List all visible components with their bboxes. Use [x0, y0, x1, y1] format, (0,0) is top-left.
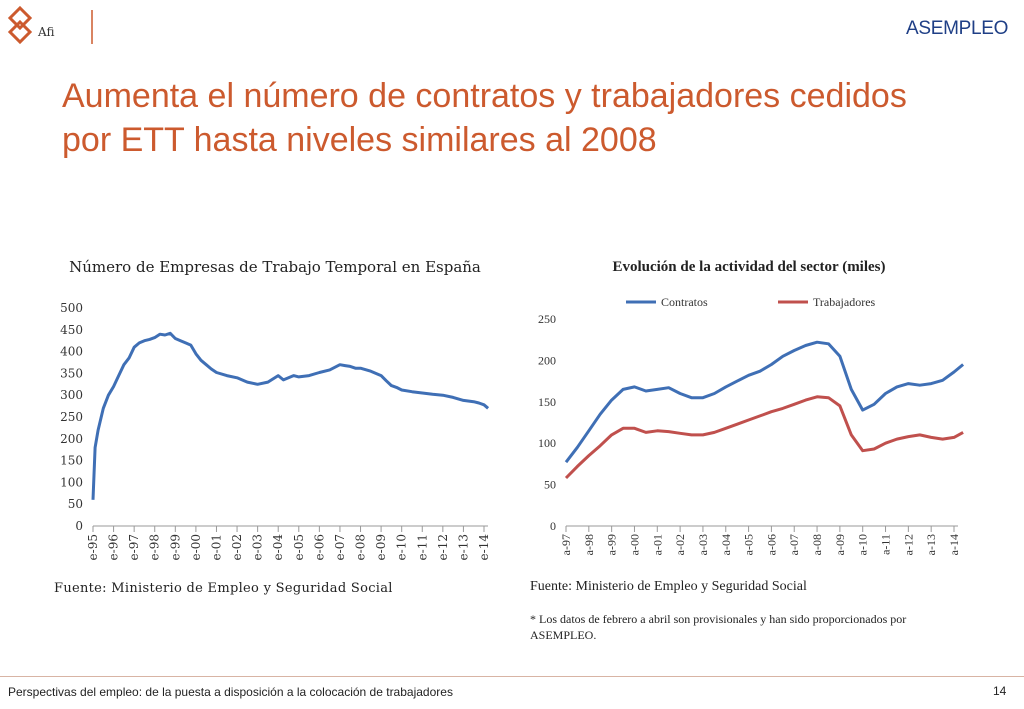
x-tick-label: e-06 — [312, 534, 326, 560]
chart2-title: Evolución de la actividad del sector (mi… — [612, 259, 886, 275]
y-tick-label: 100 — [60, 475, 83, 489]
x-tick-label: a-13 — [924, 534, 938, 555]
y-tick-label: 450 — [60, 323, 83, 337]
x-tick-label: a-04 — [719, 534, 733, 555]
y-tick-label: 500 — [60, 301, 83, 315]
y-tick-label: 300 — [60, 388, 83, 402]
x-tick-label: e-09 — [374, 534, 388, 560]
x-tick-label: e-01 — [209, 534, 223, 560]
y-tick-label: 50 — [544, 478, 556, 492]
x-tick-label: a-98 — [582, 534, 596, 555]
series-line-contratos — [564, 340, 965, 464]
x-tick-label: a-09 — [833, 534, 847, 555]
chart1-source: Fuente: Ministerio de Empleo y Seguridad… — [54, 581, 393, 596]
afi-logo: Afi — [6, 4, 102, 48]
y-tick-label: 200 — [538, 353, 556, 367]
x-tick-label: a-00 — [627, 534, 641, 555]
y-tick-label: 50 — [68, 497, 83, 511]
x-tick-label: e-11 — [415, 534, 429, 560]
series-line-ett — [91, 331, 490, 500]
x-tick-label: e-10 — [395, 534, 409, 560]
x-tick-label: e-97 — [127, 534, 141, 560]
y-tick-label: 350 — [60, 366, 83, 380]
x-tick-label: a-03 — [696, 534, 710, 555]
x-tick-label: e-07 — [333, 534, 347, 560]
y-tick-label: 400 — [60, 345, 83, 359]
x-tick-label: e-08 — [354, 534, 368, 560]
y-tick-label: 150 — [538, 395, 556, 409]
x-tick-label: e-99 — [168, 534, 182, 560]
x-tick-label: a-97 — [559, 534, 573, 555]
activity-chart: 0 50 100 150 200 250 a-97 a-98 a-99 a-00 a-01 a-02 a… — [538, 295, 965, 555]
slide-title: Aumenta el número de contratos y trabaja… — [62, 77, 907, 159]
x-tick-label: a-05 — [742, 534, 756, 555]
y-tick-label: 100 — [538, 436, 556, 450]
x-tick-label: a-10 — [856, 534, 870, 555]
y-tick-label: 250 — [60, 410, 83, 424]
x-tick-label: e-95 — [86, 534, 100, 560]
x-tick-label: a-08 — [810, 534, 824, 555]
series-line-trabajadores — [564, 395, 964, 480]
x-tick-label: a-12 — [901, 534, 915, 555]
y-tick-label: 150 — [60, 454, 83, 468]
x-tick-label: e-04 — [271, 534, 285, 561]
x-tick-label: e-03 — [251, 534, 265, 560]
x-tick-label: e-05 — [292, 534, 306, 560]
page-number: 14 — [993, 684, 1007, 698]
x-tick-label: a-11 — [879, 534, 893, 555]
x-tick-label: a-02 — [673, 534, 687, 555]
y-tick-label: 0 — [75, 519, 83, 533]
footer-text: Perspectivas del empleo: de la puesta a … — [8, 685, 453, 699]
x-tick-label: a-07 — [787, 534, 801, 555]
x-tick-label: e-02 — [230, 534, 244, 560]
x-tick-label: e-00 — [189, 534, 203, 560]
footnote: * Los datos de febrero a abril son provi… — [530, 612, 907, 642]
afi-logo-text: Afi — [37, 25, 54, 39]
legend-label-1: Trabajadores — [813, 295, 876, 309]
x-tick-label: e-96 — [107, 534, 121, 560]
footer-divider — [0, 676, 1024, 677]
ett-count-chart: 0 50 100 150 200 250 300 350 400 450 500 e-95 e-96 e-… — [60, 301, 491, 561]
x-tick-label: a-01 — [650, 534, 664, 555]
chart1-title: Número de Empresas de Trabajo Temporal e… — [69, 258, 481, 276]
x-tick-label: e-12 — [436, 534, 450, 560]
x-tick-label: a-99 — [605, 534, 619, 555]
x-tick-label: e-98 — [148, 534, 162, 560]
y-tick-label: 200 — [60, 432, 83, 446]
afi-logo-mark: Afi — [7, 5, 93, 45]
x-tick-label: e-14 — [477, 534, 491, 561]
y-tick-label: 250 — [538, 312, 556, 326]
asempleo-logo: ASEMPLEO — [906, 18, 1009, 39]
x-tick-label: a-06 — [764, 534, 778, 555]
chart2-source: Fuente: Ministerio de Empleo y Seguridad… — [530, 579, 807, 594]
x-tick-label: e-13 — [456, 534, 470, 560]
x-tick-label: a-14 — [947, 534, 961, 555]
legend-label-0: Contratos — [661, 295, 708, 309]
y-tick-label: 0 — [550, 519, 556, 533]
